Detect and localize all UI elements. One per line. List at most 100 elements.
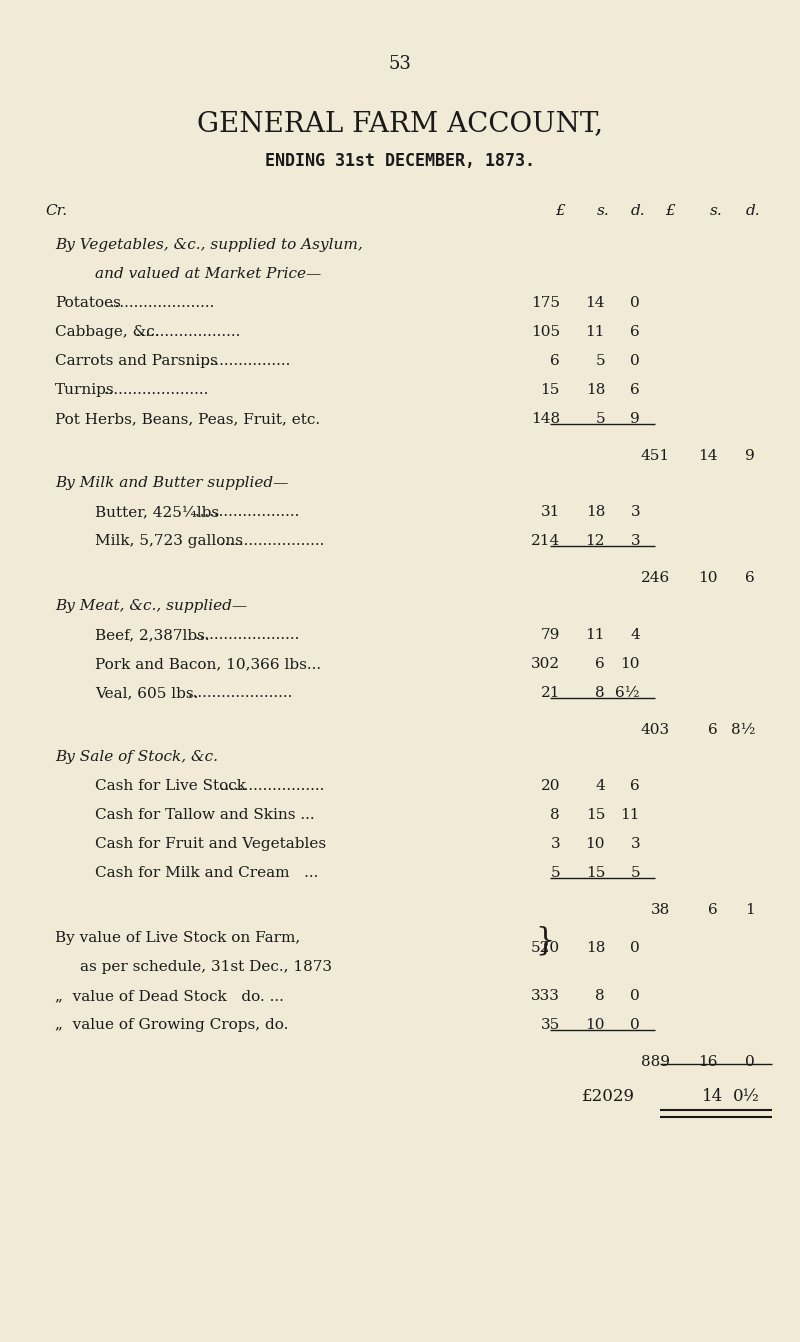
Text: and valued at Market Price—: and valued at Market Price— [95, 267, 322, 280]
Text: s.: s. [598, 204, 610, 217]
Text: 53: 53 [389, 55, 411, 72]
Text: 5: 5 [595, 412, 605, 425]
Text: 4: 4 [595, 780, 605, 793]
Text: Pot Herbs, Beans, Peas, Fruit, etc.: Pot Herbs, Beans, Peas, Fruit, etc. [55, 412, 320, 425]
Text: 21: 21 [541, 686, 560, 701]
Text: ......................: ...................... [214, 780, 324, 793]
Text: 0: 0 [630, 1019, 640, 1032]
Text: 6: 6 [630, 780, 640, 793]
Text: 10: 10 [586, 837, 605, 852]
Text: 1: 1 [746, 903, 755, 918]
Text: Butter, 425¼lbs: Butter, 425¼lbs [95, 506, 219, 519]
Text: d.: d. [746, 204, 760, 217]
Text: Cash for Live Stock: Cash for Live Stock [95, 780, 246, 793]
Text: 10: 10 [586, 1019, 605, 1032]
Text: 8: 8 [550, 808, 560, 823]
Text: Cash for Tallow and Skins ...: Cash for Tallow and Skins ... [95, 808, 314, 823]
Text: 14: 14 [698, 450, 718, 463]
Text: £: £ [666, 204, 675, 217]
Text: „  value of Dead Stock   do. ...: „ value of Dead Stock do. ... [55, 989, 284, 1002]
Text: 5: 5 [630, 867, 640, 880]
Text: 0: 0 [630, 989, 640, 1002]
Text: 38: 38 [650, 903, 670, 918]
Text: 11: 11 [621, 808, 640, 823]
Text: 35: 35 [541, 1019, 560, 1032]
Text: „  value of Growing Crops, do.: „ value of Growing Crops, do. [55, 1019, 288, 1032]
Text: 3: 3 [630, 534, 640, 549]
Text: 3: 3 [630, 506, 640, 519]
Text: 18: 18 [586, 941, 605, 956]
Text: 6: 6 [746, 572, 755, 585]
Text: 302: 302 [531, 658, 560, 671]
Text: ......................: ...................... [214, 534, 324, 549]
Text: 14: 14 [702, 1088, 723, 1106]
Text: 6: 6 [630, 325, 640, 340]
Text: 889: 889 [641, 1055, 670, 1070]
Text: 14: 14 [586, 297, 605, 310]
Text: d.: d. [630, 204, 645, 217]
Text: ENDING 31st DECEMBER, 1873.: ENDING 31st DECEMBER, 1873. [265, 152, 535, 170]
Text: 15: 15 [586, 808, 605, 823]
Text: By Sale of Stock, &c.: By Sale of Stock, &c. [55, 750, 218, 765]
Text: Pork and Bacon, 10,366 lbs...: Pork and Bacon, 10,366 lbs... [95, 658, 321, 671]
Text: 6: 6 [708, 723, 718, 737]
Text: 148: 148 [531, 412, 560, 425]
Text: ......................: ...................... [130, 325, 240, 340]
Text: 8: 8 [595, 686, 605, 701]
Text: By Meat, &c., supplied—: By Meat, &c., supplied— [55, 599, 247, 613]
Text: 520: 520 [531, 941, 560, 956]
Text: 105: 105 [531, 325, 560, 340]
Text: 3: 3 [550, 837, 560, 852]
Text: 12: 12 [586, 534, 605, 549]
Text: 15: 15 [541, 382, 560, 397]
Text: 79: 79 [541, 628, 560, 641]
Text: 10: 10 [698, 572, 718, 585]
Text: Cash for Milk and Cream   ...: Cash for Milk and Cream ... [95, 867, 318, 880]
Text: Beef, 2,387lbs.: Beef, 2,387lbs. [95, 628, 210, 641]
Text: 0: 0 [630, 941, 640, 956]
Text: 20: 20 [541, 780, 560, 793]
Text: By value of Live Stock on Farm,: By value of Live Stock on Farm, [55, 931, 300, 945]
Text: 11: 11 [586, 628, 605, 641]
Text: £: £ [555, 204, 565, 217]
Text: £2029: £2029 [582, 1088, 635, 1106]
Text: 0½: 0½ [734, 1088, 760, 1106]
Text: GENERAL FARM ACCOUNT,: GENERAL FARM ACCOUNT, [197, 110, 603, 137]
Text: }: } [535, 926, 554, 957]
Text: 333: 333 [531, 989, 560, 1002]
Text: 18: 18 [586, 382, 605, 397]
Text: 11: 11 [586, 325, 605, 340]
Text: 0: 0 [746, 1055, 755, 1070]
Text: 246: 246 [641, 572, 670, 585]
Text: 16: 16 [698, 1055, 718, 1070]
Text: By Vegetables, &c., supplied to Asylum,: By Vegetables, &c., supplied to Asylum, [55, 238, 362, 252]
Text: 31: 31 [541, 506, 560, 519]
Text: 8½: 8½ [730, 723, 755, 737]
Text: Milk, 5,723 gallons: Milk, 5,723 gallons [95, 534, 243, 549]
Text: 403: 403 [641, 723, 670, 737]
Text: 0: 0 [630, 354, 640, 368]
Text: ......................: ...................... [181, 354, 290, 368]
Text: Turnips: Turnips [55, 382, 114, 397]
Text: s.: s. [710, 204, 723, 217]
Text: 9: 9 [630, 412, 640, 425]
Text: 5: 5 [595, 354, 605, 368]
Text: Cabbage, &c.: Cabbage, &c. [55, 325, 159, 340]
Text: 6: 6 [630, 382, 640, 397]
Text: 10: 10 [621, 658, 640, 671]
Text: ......................: ...................... [99, 382, 209, 397]
Text: Veal, 605 lbs.: Veal, 605 lbs. [95, 686, 198, 701]
Text: ......................: ...................... [106, 297, 214, 310]
Text: 18: 18 [586, 506, 605, 519]
Text: 9: 9 [746, 450, 755, 463]
Text: Carrots and Parsnips: Carrots and Parsnips [55, 354, 218, 368]
Text: ......................: ...................... [190, 506, 299, 519]
Text: as per schedule, 31st Dec., 1873: as per schedule, 31st Dec., 1873 [80, 960, 332, 974]
Text: Cash for Fruit and Vegetables: Cash for Fruit and Vegetables [95, 837, 326, 852]
Text: 6½: 6½ [615, 686, 640, 701]
Text: 4: 4 [630, 628, 640, 641]
Text: 3: 3 [630, 837, 640, 852]
Text: 214: 214 [530, 534, 560, 549]
Text: 6: 6 [550, 354, 560, 368]
Text: Potatoes: Potatoes [55, 297, 121, 310]
